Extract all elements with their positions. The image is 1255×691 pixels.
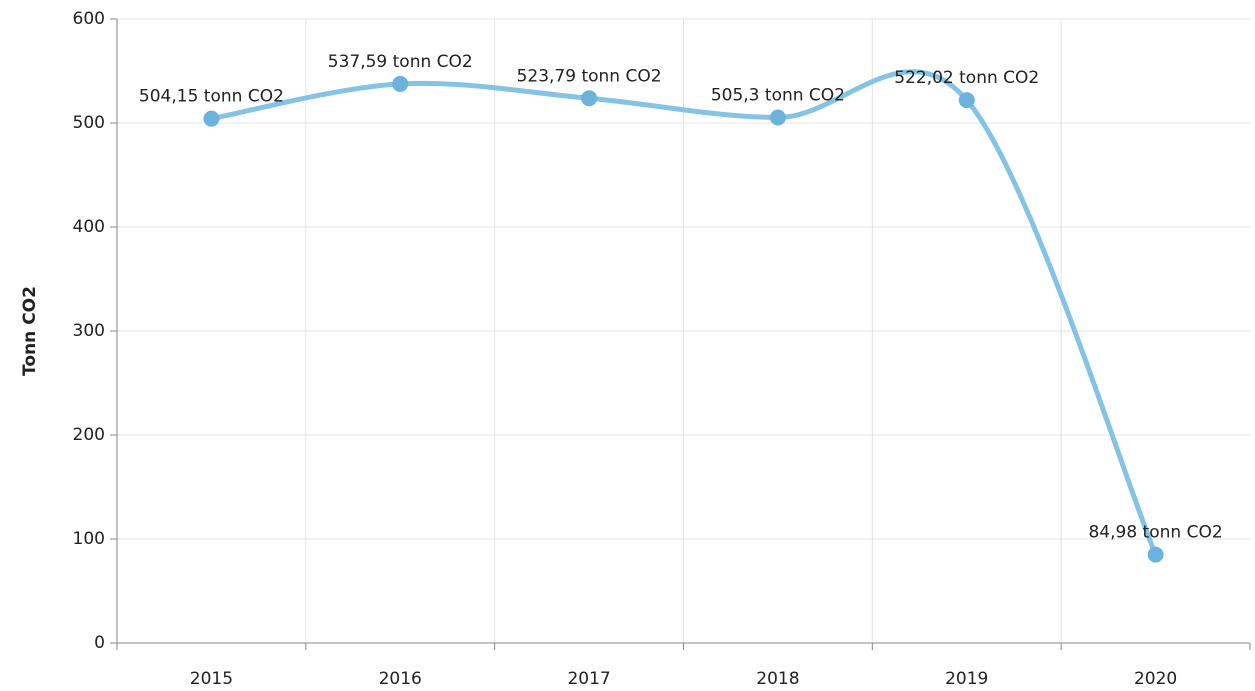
data-label: 523,79 tonn CO2: [517, 66, 662, 86]
x-tick-label: 2017: [567, 669, 610, 689]
marker: [1147, 546, 1164, 563]
y-axis-label: Tonn CO2: [20, 286, 40, 376]
y-tick-label: 100: [73, 529, 105, 549]
x-tick-label: 2019: [945, 669, 988, 689]
x-tick-label: 2020: [1134, 669, 1177, 689]
marker: [392, 75, 409, 92]
x-tick-label: 2018: [756, 669, 799, 689]
y-tick-label: 200: [73, 425, 105, 445]
data-label: 504,15 tonn CO2: [139, 87, 284, 107]
data-label: 505,3 tonn CO2: [711, 85, 845, 105]
marker: [581, 90, 598, 107]
data-label: 84,98 tonn CO2: [1088, 523, 1222, 543]
x-tick-label: 2015: [190, 669, 233, 689]
y-tick-label: 0: [94, 633, 105, 653]
marker: [958, 92, 975, 109]
data-label: 537,59 tonn CO2: [328, 52, 473, 72]
data-label: 522,02 tonn CO2: [894, 68, 1039, 88]
y-tick-label: 600: [73, 9, 105, 29]
y-tick-label: 400: [73, 217, 105, 237]
y-tick-label: 500: [73, 113, 105, 133]
y-tick-label: 300: [73, 321, 105, 341]
x-tick-label: 2016: [379, 669, 422, 689]
marker: [769, 109, 786, 126]
marker: [203, 110, 220, 127]
